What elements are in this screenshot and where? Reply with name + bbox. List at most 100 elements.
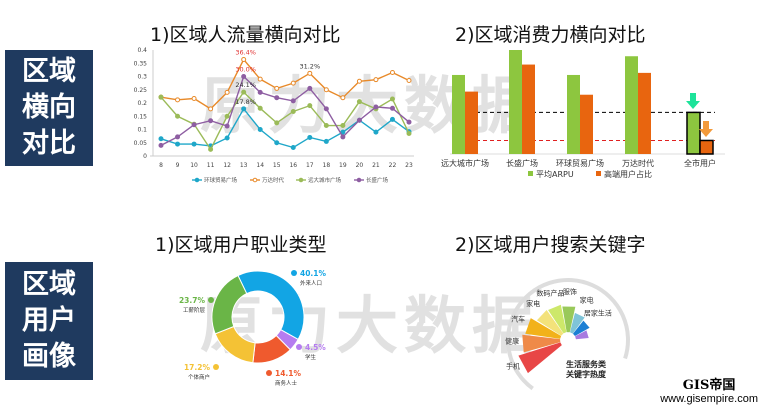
legend-label: 平均ARPU — [536, 169, 574, 179]
data-point — [307, 134, 313, 140]
keyword-label: 手机 — [506, 362, 520, 371]
bar — [465, 91, 478, 154]
traffic-title: 1)区域人流量横向对比 — [150, 24, 341, 46]
data-point — [373, 129, 379, 135]
keyword-wedge — [569, 312, 585, 334]
keyword-label: 家电 — [580, 295, 594, 304]
keyword-wedge — [572, 320, 590, 337]
data-point — [274, 120, 280, 126]
data-point — [274, 140, 280, 146]
data-point — [241, 57, 247, 63]
data-point — [241, 106, 247, 112]
data-point — [224, 113, 230, 119]
y-tick-label: 0.35 — [134, 60, 148, 67]
data-point — [224, 123, 230, 129]
data-point — [307, 103, 313, 109]
slice-label: 工薪阶层 — [183, 306, 206, 314]
bar — [699, 139, 714, 155]
data-label: 31.2% — [299, 62, 320, 70]
slice-value: 4.5% — [305, 343, 326, 352]
data-point — [175, 141, 181, 147]
data-point — [389, 105, 395, 111]
bar — [567, 74, 580, 154]
data-point — [406, 119, 412, 125]
x-tick-label: 10 — [190, 162, 198, 169]
x-tick-label: 12 — [223, 162, 231, 169]
data-point — [274, 85, 280, 91]
donut-slice — [211, 274, 248, 335]
x-tick-label: 20 — [356, 162, 364, 169]
data-point — [389, 116, 395, 122]
x-tick-label: 15 — [273, 162, 281, 169]
legend-swatch — [596, 171, 601, 176]
data-point — [356, 99, 362, 105]
data-point — [373, 104, 379, 110]
bar — [686, 111, 701, 155]
data-point — [224, 135, 230, 141]
data-point — [158, 94, 164, 100]
legend-marker — [194, 177, 200, 183]
keyword-wedge — [525, 318, 562, 339]
y-tick-label: 0.05 — [134, 140, 148, 147]
data-label: 36.4% — [235, 49, 256, 57]
bar — [580, 94, 593, 154]
bar — [625, 56, 638, 154]
bar — [638, 72, 651, 154]
keyword-wedge — [518, 342, 562, 374]
keyword-label: 汽车 — [511, 314, 525, 323]
data-point — [208, 118, 214, 124]
legend-label: 万达时代 — [262, 176, 285, 184]
data-point — [257, 76, 263, 82]
x-tick-label: 16 — [289, 162, 297, 169]
bar — [452, 74, 465, 154]
keyword-wedge — [548, 304, 567, 334]
x-tick-label: 9 — [176, 162, 180, 169]
data-point — [290, 108, 296, 114]
slice-value: 40.1% — [300, 269, 327, 278]
category-label: 万达时代 — [622, 158, 654, 168]
data-label: 30.0% — [235, 66, 256, 74]
data-label: 24.1% — [235, 81, 256, 89]
legend-label: 长盛广场 — [366, 176, 389, 184]
label-dot — [266, 370, 272, 376]
data-point — [290, 145, 296, 151]
data-point — [340, 134, 346, 140]
section-label-comparison: 区域 横向 对比 — [5, 50, 93, 166]
data-point — [323, 123, 329, 129]
keyword-label: 家电 — [526, 299, 540, 308]
legend-label: 高端用户占比 — [604, 169, 652, 179]
data-point — [290, 80, 296, 86]
slice-label: 商务人士 — [275, 379, 298, 387]
center-label: 生活服务类 — [566, 359, 606, 369]
series-line — [160, 107, 410, 149]
label-dot — [291, 270, 297, 276]
data-point — [406, 130, 412, 136]
y-tick-label: 0.2 — [137, 100, 147, 107]
data-point — [307, 85, 313, 91]
legend-label: 环球贸易广场 — [204, 176, 238, 184]
legend-marker — [298, 177, 304, 183]
job-title: 1)区域用户职业类型 — [155, 234, 327, 256]
down-arrow-icon — [686, 93, 700, 109]
x-tick-label: 14 — [256, 162, 264, 169]
keyword-label: 服饰 — [563, 287, 577, 296]
down-arrow-icon — [699, 121, 713, 137]
search-title: 2)区域用户搜索关键字 — [455, 234, 646, 256]
y-tick-label: 0.1 — [137, 127, 147, 134]
data-point — [257, 105, 263, 111]
label-dot — [213, 364, 219, 370]
category-label: 长盛广场 — [506, 158, 538, 168]
label-dot — [296, 344, 302, 350]
data-point — [274, 95, 280, 101]
series-line — [160, 75, 410, 147]
data-point — [208, 146, 214, 152]
y-tick-label: 0 — [143, 153, 147, 160]
x-tick-label: 22 — [389, 162, 397, 169]
keyword-label: 居家生活 — [584, 308, 612, 317]
series-line — [160, 91, 410, 151]
keyword-label: 数码产品 — [536, 288, 564, 297]
spend-title: 2)区域消费力横向对比 — [455, 24, 646, 46]
data-point — [323, 87, 329, 93]
x-tick-label: 19 — [339, 162, 347, 169]
legend-swatch — [528, 171, 533, 176]
